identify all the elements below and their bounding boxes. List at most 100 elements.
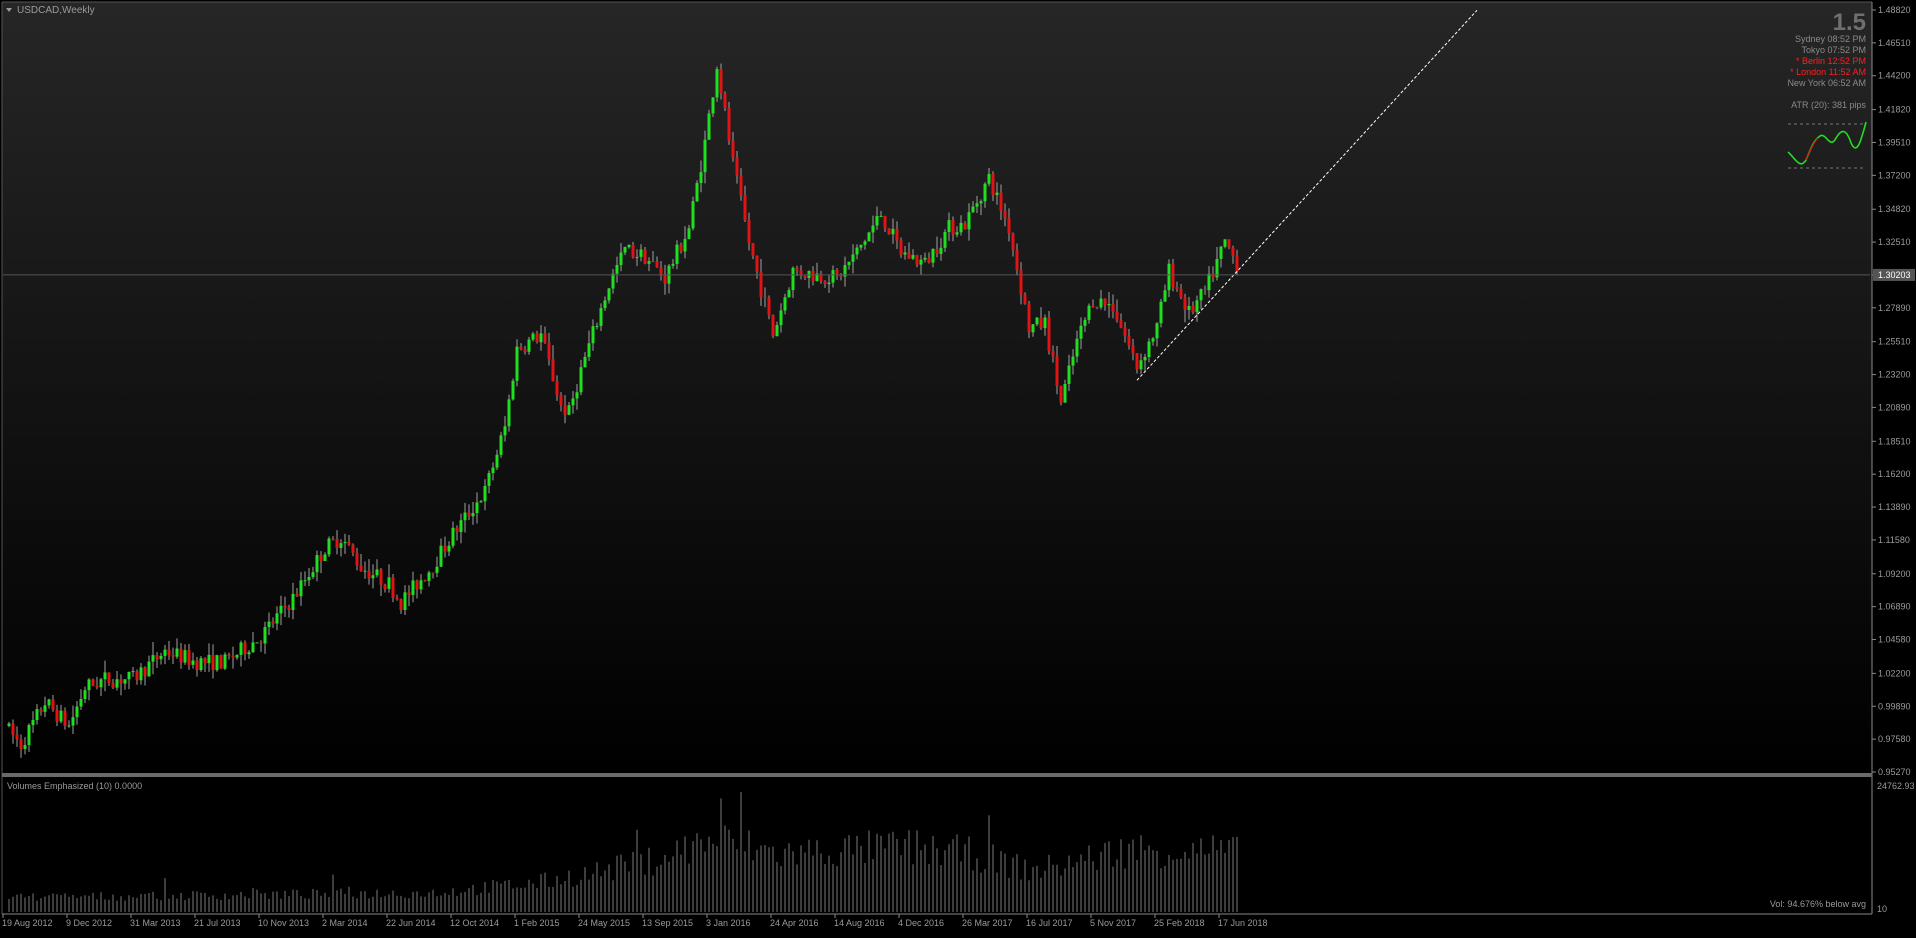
- chart-background: [2, 2, 1872, 775]
- trendline-group[interactable]: [1136, 9, 1478, 381]
- candle-bull: [339, 543, 343, 548]
- candle-bear: [331, 538, 335, 540]
- price-tick-label: 1.18510: [1878, 436, 1911, 446]
- candle-bull: [159, 655, 163, 660]
- candle-bear: [747, 220, 751, 244]
- candle-bull: [607, 288, 611, 301]
- candle-bear: [399, 599, 403, 611]
- panel-separator[interactable]: [2, 773, 1872, 777]
- candle-bull: [131, 671, 135, 673]
- symbol-label: USDCAD,Weekly: [17, 5, 95, 16]
- price-tick-label: 1.44200: [1878, 71, 1911, 81]
- time-tick-label: 24 May 2015: [578, 918, 630, 928]
- candle-bull: [67, 725, 71, 727]
- candle-bull: [979, 201, 983, 204]
- candle-bear: [547, 342, 551, 360]
- candle-bull: [255, 642, 259, 644]
- candle-bull: [847, 261, 851, 266]
- candle-bear: [231, 656, 235, 658]
- candle-bull: [831, 270, 835, 283]
- candle-bear: [1119, 320, 1123, 328]
- candle-bull: [87, 679, 91, 691]
- price-tick-label: 0.97580: [1878, 734, 1911, 744]
- candle-bear: [1039, 317, 1043, 329]
- candle-bull: [375, 569, 379, 576]
- candle-bear: [1015, 250, 1019, 271]
- candle-bull: [275, 613, 279, 624]
- candle-bull: [1043, 317, 1047, 329]
- candle-bull: [471, 513, 475, 517]
- collapse-triangle-icon[interactable]: [6, 8, 12, 12]
- candle-bull: [859, 244, 863, 248]
- candle-bear: [1203, 289, 1207, 291]
- candle-bull: [115, 679, 119, 688]
- candle-bear: [143, 667, 147, 677]
- candle-bear: [335, 539, 339, 548]
- candle-bull: [995, 192, 999, 196]
- candle-bear: [379, 569, 383, 585]
- candle-bull: [183, 650, 187, 663]
- candle-bull: [707, 113, 711, 140]
- time-tick-label: 10 Nov 2013: [258, 918, 309, 928]
- candle-bull: [1167, 263, 1171, 291]
- candle-bull: [815, 273, 819, 281]
- candle-bull: [1219, 246, 1223, 259]
- candle-bull: [163, 649, 167, 656]
- candle-bull: [843, 265, 847, 277]
- time-tick-label: 2 Mar 2014: [322, 918, 368, 928]
- candle-bull: [43, 705, 47, 712]
- candle-bear: [751, 243, 755, 256]
- candle-bull: [495, 454, 499, 468]
- candle-bear: [895, 228, 899, 241]
- price-tick-label: 1.25510: [1878, 337, 1911, 347]
- candle-bear: [1211, 273, 1215, 278]
- time-tick-label: 19 Aug 2012: [2, 918, 53, 928]
- candle-bull: [699, 172, 703, 183]
- candle-bull: [779, 310, 783, 326]
- candle-bear: [767, 297, 771, 315]
- candle-bull: [27, 725, 31, 746]
- candle-bear: [631, 244, 635, 257]
- candle-bull: [891, 228, 895, 235]
- candle-bull: [139, 667, 143, 681]
- candle-bull: [503, 426, 507, 436]
- candle-bear: [735, 157, 739, 176]
- time-tick-label: 25 Feb 2018: [1154, 918, 1205, 928]
- candle-bull: [715, 69, 719, 98]
- candle-bear: [227, 654, 231, 657]
- candle-bull: [583, 356, 587, 368]
- candle-bear: [259, 642, 263, 644]
- trendline[interactable]: [1136, 9, 1478, 381]
- candle-bear: [935, 248, 939, 254]
- candle-bull: [239, 642, 243, 655]
- candle-bear: [839, 274, 843, 277]
- candle-bull: [527, 339, 531, 352]
- candle-bull: [79, 698, 83, 707]
- candle-bear: [543, 333, 547, 343]
- candle-bear: [39, 709, 43, 712]
- candle-bear: [823, 281, 827, 285]
- candle-bull: [619, 252, 623, 266]
- candle-bear: [51, 699, 55, 710]
- candle-bear: [243, 642, 247, 655]
- candle-bear: [415, 580, 419, 590]
- candle-bull: [911, 255, 915, 259]
- candle-bear: [383, 584, 387, 589]
- candle-bear: [1007, 217, 1011, 234]
- candle-bull: [439, 545, 443, 567]
- candle-bull: [71, 717, 75, 726]
- candle-bear: [1191, 305, 1195, 313]
- candle-bull: [1087, 305, 1091, 320]
- clock-entry: Sydney 08:52 PM: [1795, 34, 1866, 44]
- price-tick-label: 1.41820: [1878, 105, 1911, 115]
- candle-bull: [987, 174, 991, 184]
- candle-bear: [1123, 327, 1127, 337]
- candle-bear: [991, 174, 995, 196]
- candle-bear: [347, 541, 351, 545]
- candle-bear: [1095, 307, 1099, 309]
- candle-bear: [799, 270, 803, 276]
- candle-bull: [971, 206, 975, 213]
- candle-bull: [627, 244, 631, 248]
